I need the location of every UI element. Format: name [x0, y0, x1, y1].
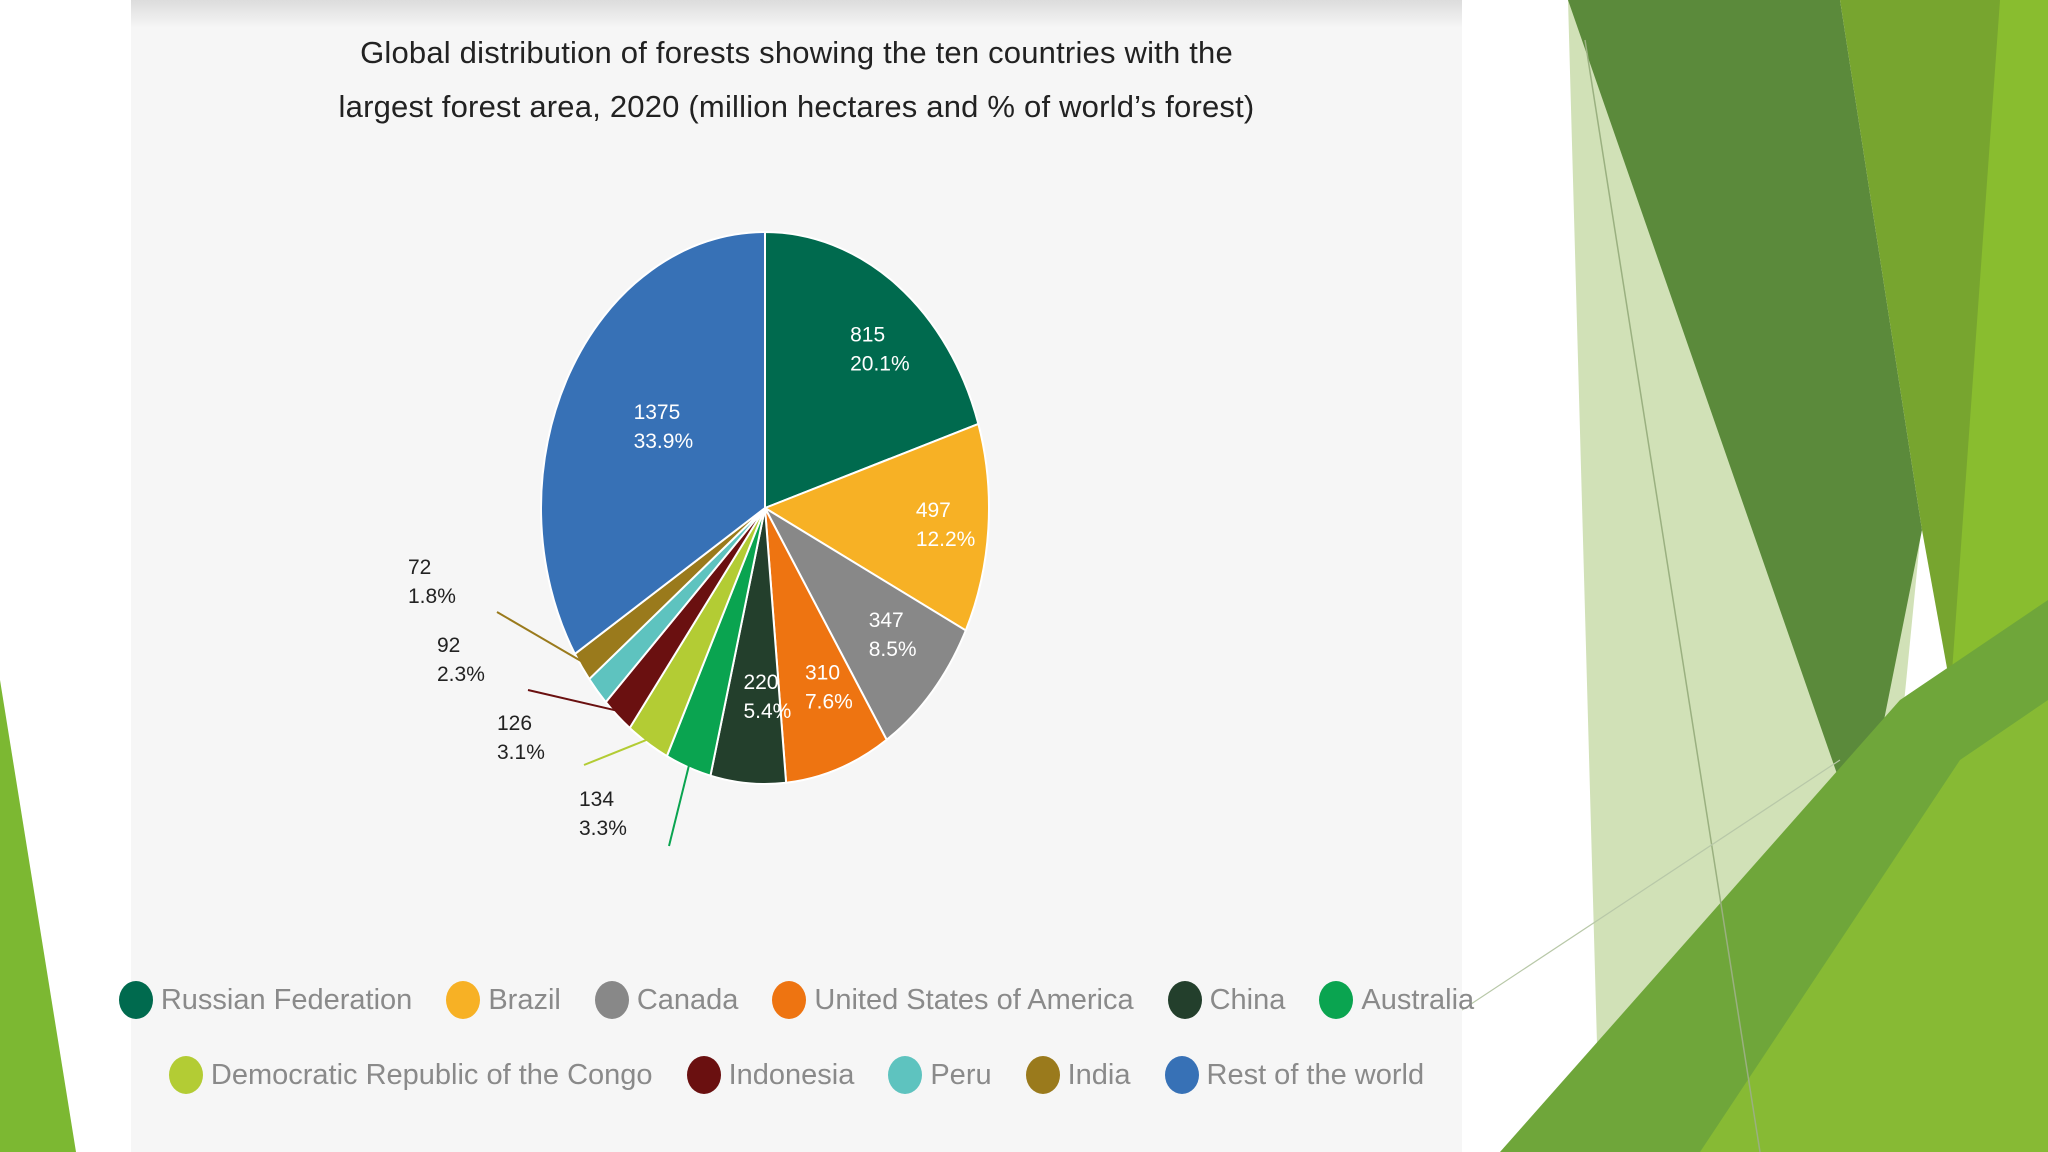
pie-slice-russian-federation — [764, 230, 980, 510]
slice-value-label-india: 72 — [408, 556, 431, 579]
slice-percent-label-indonesia: 2.3% — [437, 663, 485, 686]
legend-item-indonesia: Indonesia — [686, 1056, 855, 1094]
legend-row-1: Russian Federation Brazil Canada United Sta… — [118, 975, 1474, 1025]
legend-swatch-democratic-republic-of-the-congo — [168, 1056, 203, 1094]
legend-swatch-peru — [888, 1056, 923, 1094]
bottom-light-facet — [1700, 700, 2048, 1152]
legend-item-china: China — [1167, 981, 1286, 1019]
legend-item-united-states-of-america: United States of America — [772, 981, 1134, 1019]
thin-diagonal-line — [1584, 39, 1761, 1152]
slice-value-label-china: 220 — [743, 671, 778, 694]
legend-item-brazil: Brazil — [446, 981, 561, 1019]
panel-top-shadow — [131, 0, 1462, 28]
legend-label-canada: Canada — [636, 983, 739, 1016]
thin-diagonal-line-2 — [1461, 759, 1841, 1011]
legend-swatch-rest-of-the-world — [1164, 1056, 1199, 1094]
leader-line-democratic-republic-of-the-congo — [583, 737, 651, 766]
slice-percent-label-china: 5.4% — [743, 700, 791, 723]
legend-item-russian-federation: Russian Federation — [118, 981, 413, 1019]
legend-row-2: Democratic Republic of the Congo Indonesi… — [131, 1050, 1462, 1100]
pie-slices — [540, 230, 990, 785]
slice-percent-label-united-states-of-america: 7.6% — [805, 690, 853, 713]
slice-percent-label-australia: 3.3% — [579, 817, 627, 840]
leader-line-india — [496, 611, 586, 665]
slice-value-label-united-states-of-america: 310 — [805, 661, 840, 684]
pie-leader-lines — [496, 611, 691, 847]
slice-percent-label-canada: 8.5% — [869, 638, 917, 661]
chart-title-line-2: largest forest area, 2020 (million hecta… — [338, 89, 1255, 124]
legend-label-australia: Australia — [1361, 983, 1475, 1016]
left-green-stripe — [0, 680, 76, 1152]
slice-percent-label-brazil: 12.2% — [916, 528, 976, 551]
legend-swatch-australia — [1319, 981, 1354, 1019]
legend-label-democratic-republic-of-the-congo: Democratic Republic of the Congo — [210, 1058, 653, 1091]
legend-label-brazil: Brazil — [488, 983, 561, 1016]
right-dark-facet — [1568, 0, 1922, 840]
leader-line-indonesia — [527, 689, 621, 713]
slice-value-label-brazil: 497 — [916, 499, 951, 522]
legend-label-peru: Peru — [930, 1058, 992, 1091]
legend-swatch-brazil — [446, 981, 481, 1019]
legend-label-indonesia: Indonesia — [728, 1058, 855, 1091]
pie-labels: 815 20.1% 497 12.2% 347 8.5% 310 7.6% 220 5.4% 134… — [408, 324, 975, 840]
legend-swatch-china — [1167, 981, 1202, 1019]
legend-item-canada: Canada — [594, 981, 739, 1019]
legend-label-china: China — [1209, 983, 1286, 1016]
chart-title: Global distribution of forests showing t… — [191, 26, 1402, 134]
leader-line-australia — [668, 761, 691, 847]
legend-swatch-india — [1025, 1056, 1060, 1094]
legend-item-peru: Peru — [888, 1056, 992, 1094]
slice-value-label-indonesia: 92 — [437, 634, 460, 657]
legend-item-democratic-republic-of-the-congo: Democratic Republic of the Congo — [168, 1056, 653, 1094]
pie-slice-rest-of-the-world — [540, 230, 766, 656]
chart-title-line-1: Global distribution of forests showing t… — [360, 35, 1233, 70]
slice-percent-label-india: 1.8% — [408, 585, 456, 608]
pie-slice-united-states-of-america — [764, 507, 888, 784]
legend-swatch-russian-federation — [118, 981, 153, 1019]
slice-percent-label-democratic-republic-of-the-congo: 3.1% — [497, 741, 545, 764]
slice-value-label-australia: 134 — [579, 788, 614, 811]
chart-panel: Global distribution of forests showing t… — [118, 0, 1474, 1152]
pie-chart: 815 20.1% 497 12.2% 347 8.5% 310 7.6% 220 5.4% 134… — [408, 230, 990, 847]
legend-item-india: India — [1025, 1056, 1131, 1094]
pie-slice-brazil — [762, 422, 990, 632]
slice-value-label-democratic-republic-of-the-congo: 126 — [497, 712, 532, 735]
slice-value-label-canada: 347 — [869, 609, 904, 632]
legend-swatch-canada — [594, 981, 629, 1019]
legend-label-rest-of-the-world: Rest of the world — [1206, 1058, 1425, 1091]
slice-percent-label-rest-of-the-world: 33.9% — [634, 430, 694, 453]
legend-swatch-indonesia — [686, 1056, 721, 1094]
legend-label-russian-federation: Russian Federation — [160, 983, 413, 1016]
legend-swatch-united-states-of-america — [772, 981, 807, 1019]
legend-label-united-states-of-america: United States of America — [814, 983, 1134, 1016]
legend-item-rest-of-the-world: Rest of the world — [1164, 1056, 1425, 1094]
slice-percent-label-russian-federation: 20.1% — [850, 353, 910, 376]
slice-value-label-rest-of-the-world: 1375 — [634, 401, 681, 424]
legend-label-india: India — [1067, 1058, 1131, 1091]
legend-item-australia: Australia — [1319, 981, 1474, 1019]
pie-slice-canada — [762, 505, 967, 742]
slice-value-label-russian-federation: 815 — [850, 324, 885, 347]
